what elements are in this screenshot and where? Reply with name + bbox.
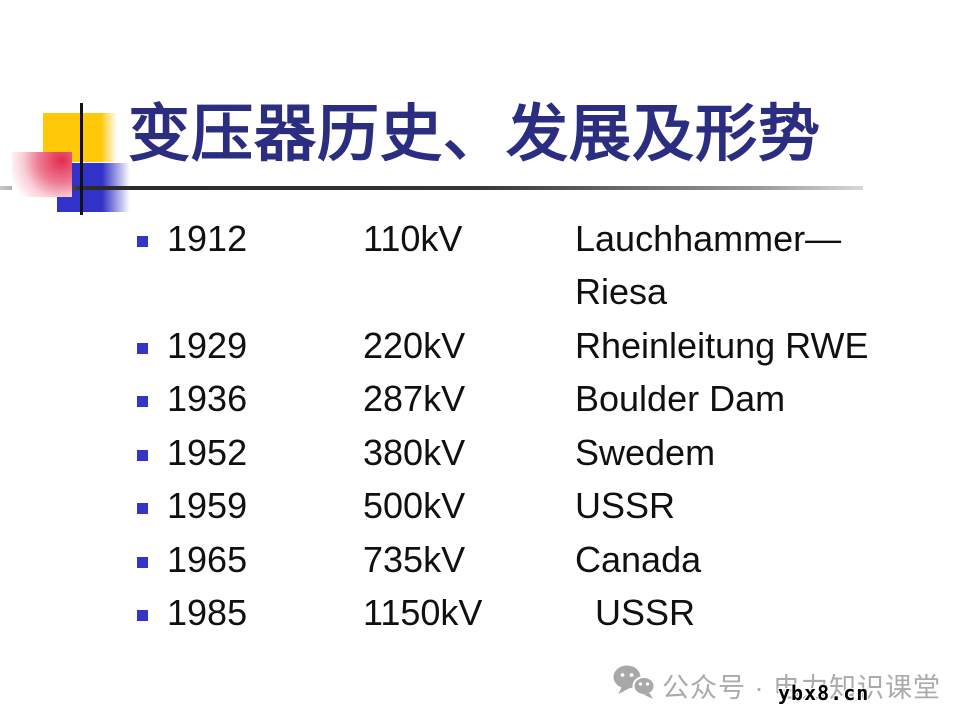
- bullet-square-icon: [137, 610, 148, 622]
- year-cell: 1936: [167, 378, 248, 420]
- bullet-square-icon: [137, 342, 148, 354]
- voltage-cell: 287kV: [363, 378, 466, 420]
- year-cell: 1912: [167, 217, 248, 259]
- bullet-square-icon: [137, 235, 148, 247]
- bullet-square-icon: [137, 503, 148, 515]
- year-cell: 1929: [167, 324, 248, 366]
- year-cell: 1985: [167, 592, 248, 634]
- voltage-cell: 220kV: [363, 324, 466, 366]
- site-watermark-text: ybx8.cn: [778, 681, 870, 705]
- year-cell: 1965: [167, 538, 248, 580]
- voltage-cell: 735kV: [363, 538, 466, 580]
- timeline-list: 1912 110kV Lauchhammer— Riesa 1929 220kV…: [137, 212, 950, 640]
- voltage-cell: 380kV: [363, 431, 466, 473]
- location-cell: USSR: [575, 592, 696, 634]
- location-cell: Lauchhammer—: [575, 217, 842, 259]
- table-row-continuation: Riesa: [137, 266, 950, 320]
- location-cell: Riesa: [575, 271, 668, 313]
- table-row: 1959 500kV USSR: [137, 480, 950, 534]
- decor-red-square: [12, 152, 72, 197]
- slide-title: 变压器历史、发展及形势: [128, 97, 822, 170]
- table-row: 1936 287kV Boulder Dam: [137, 373, 950, 427]
- wechat-bubbles-icon: [613, 664, 657, 705]
- location-cell: Canada: [575, 538, 702, 580]
- year-cell: 1952: [167, 431, 248, 473]
- table-row: 1929 220kV Rheinleitung RWE: [137, 319, 950, 373]
- table-row: 1985 1150kV USSR: [137, 587, 950, 641]
- voltage-cell: 1150kV: [363, 592, 483, 634]
- location-cell: Rheinleitung RWE: [575, 324, 869, 366]
- voltage-cell: 110kV: [363, 217, 463, 259]
- year-cell: 1959: [167, 485, 248, 527]
- title-underline: [0, 186, 863, 190]
- decor-vertical-line: [80, 103, 83, 215]
- table-row: 1912 110kV Lauchhammer—: [137, 212, 950, 266]
- watermark-text: 公众号 · 电力知识课堂: [662, 673, 941, 703]
- location-cell: Swedem: [575, 431, 716, 473]
- voltage-cell: 500kV: [363, 485, 466, 527]
- location-cell: USSR: [575, 485, 676, 527]
- location-cell: Boulder Dam: [575, 378, 786, 420]
- bullet-square-icon: [137, 556, 148, 568]
- table-row: 1952 380kV Swedem: [137, 426, 950, 480]
- table-row: 1965 735kV Canada: [137, 533, 950, 587]
- bullet-square-icon: [137, 449, 148, 461]
- bullet-square-icon: [137, 396, 148, 408]
